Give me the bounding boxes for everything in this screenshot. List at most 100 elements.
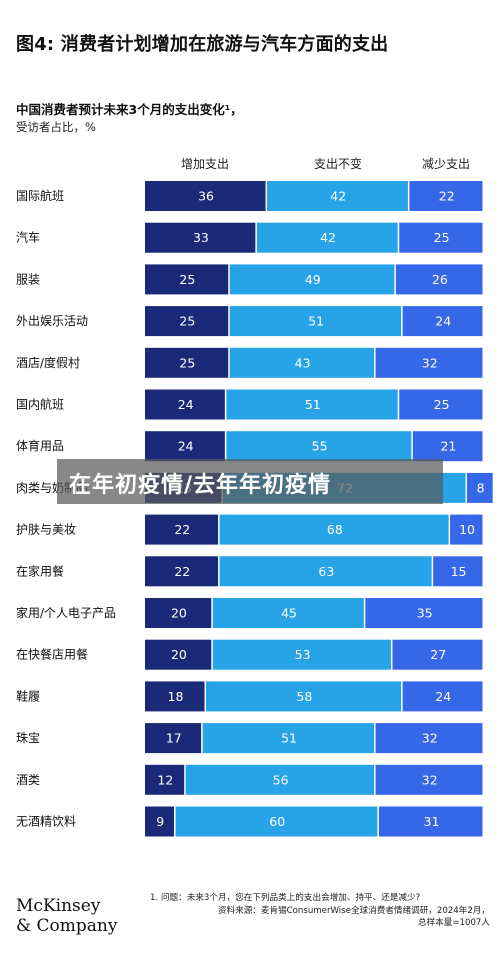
- data-label-increase: 20: [171, 606, 187, 621]
- bar-increase: [145, 181, 266, 211]
- data-label-unchanged: 51: [308, 314, 324, 329]
- chart-subtitle: 中国消费者预计未来3个月的支出变化¹，: [16, 102, 243, 117]
- footnote-question: 1. 问题：未来3个月，您在下列品类上的支出会增加、持平、还是减少?: [150, 893, 421, 903]
- bar-decrease: [399, 389, 483, 420]
- data-label-decrease: 31: [424, 814, 440, 829]
- data-label-decrease: 24: [435, 314, 451, 329]
- bar-unchanged: [212, 598, 364, 628]
- bar-increase: [145, 723, 202, 754]
- bar-increase: [145, 389, 225, 420]
- bar-unchanged: [229, 264, 395, 295]
- logo-line-1: McKinsey: [16, 896, 101, 916]
- data-label-unchanged: 56: [273, 772, 289, 787]
- bar-decrease: [402, 681, 483, 712]
- overlay-text: 在年初疫情/去年年初疫情: [69, 473, 332, 498]
- data-label-increase: 22: [174, 522, 190, 537]
- data-label-decrease: 10: [459, 522, 475, 537]
- legend-unchanged: 支出不变: [313, 157, 363, 171]
- data-label-unchanged: 63: [318, 564, 334, 579]
- data-label-decrease: 21: [440, 439, 456, 454]
- bar-decrease: [433, 556, 483, 587]
- data-label-increase: 9: [156, 814, 164, 829]
- category-label: 护肤与美妆: [16, 522, 76, 537]
- legend-increase: 增加支出: [180, 157, 230, 171]
- bar-decrease: [375, 723, 483, 754]
- bar-decrease: [467, 472, 493, 503]
- bar-unchanged: [226, 431, 412, 462]
- data-label-increase: 22: [174, 564, 190, 579]
- data-label-increase: 24: [178, 439, 194, 454]
- data-label-decrease: 24: [435, 689, 451, 704]
- bar-unchanged: [212, 639, 391, 670]
- bar-increase: [145, 556, 219, 587]
- data-label-increase: 25: [179, 314, 195, 329]
- data-label-unchanged: 43: [295, 355, 311, 370]
- bar-decrease: [375, 347, 483, 378]
- data-label-increase: 36: [198, 189, 214, 204]
- bar-decrease: [375, 764, 483, 795]
- bar-unchanged: [229, 306, 402, 337]
- bar-decrease: [412, 431, 483, 462]
- data-label-decrease: 22: [439, 189, 455, 204]
- data-label-unchanged: 60: [269, 814, 285, 829]
- category-label: 鞋履: [16, 688, 40, 703]
- bar-increase: [145, 639, 212, 670]
- bar-unchanged: [219, 514, 449, 545]
- mckinsey-logo: McKinsey & Company: [16, 896, 117, 936]
- bar-increase: [145, 598, 212, 628]
- category-label: 在家用餐: [16, 563, 64, 578]
- bar-unchanged: [267, 181, 408, 211]
- legend-decrease: 减少支出: [421, 157, 471, 171]
- bar-decrease: [395, 264, 483, 295]
- footnote-sample: 总样本量=1007人: [417, 918, 490, 928]
- data-label-decrease: 27: [430, 647, 446, 662]
- bar-decrease: [409, 181, 483, 211]
- bar-decrease: [399, 222, 483, 253]
- data-label-unchanged: 42: [320, 230, 336, 245]
- bar-increase: [145, 806, 175, 837]
- data-label-decrease: 25: [434, 230, 450, 245]
- data-label-increase: 12: [157, 772, 173, 787]
- chart-unit: 受访者占比，%: [16, 120, 96, 134]
- data-label-unchanged: 49: [305, 272, 321, 287]
- data-label-decrease: 26: [432, 272, 448, 287]
- bar-unchanged: [256, 222, 398, 253]
- data-label-increase: 20: [171, 647, 187, 662]
- bar-increase: [145, 306, 229, 337]
- data-label-unchanged: 55: [312, 439, 328, 454]
- footnote: 1. 问题：未来3个月，您在下列品类上的支出会增加、持平、还是减少? 资料来源：…: [150, 892, 490, 930]
- data-label-increase: 17: [166, 731, 182, 746]
- data-label-unchanged: 51: [281, 731, 297, 746]
- bar-increase: [145, 431, 225, 462]
- logo-line-2: & Company: [16, 916, 118, 936]
- data-label-unchanged: 51: [305, 397, 321, 412]
- data-label-decrease: 32: [422, 355, 438, 370]
- page-title: 图4: 消费者计划增加在旅游与汽车方面的支出: [16, 34, 389, 55]
- data-label-decrease: 32: [422, 772, 438, 787]
- category-label: 珠宝: [16, 731, 40, 745]
- data-label-decrease: 15: [451, 564, 467, 579]
- data-label-increase: 25: [179, 272, 195, 287]
- data-label-unchanged: 45: [281, 606, 297, 621]
- category-label: 无酒精饮料: [16, 815, 76, 829]
- bar-decrease: [392, 639, 483, 670]
- bar-unchanged: [185, 764, 375, 795]
- category-label: 酒类: [16, 773, 40, 787]
- bar-increase: [145, 222, 256, 253]
- bar-increase: [145, 264, 229, 295]
- data-label-decrease: 35: [417, 606, 433, 621]
- bar-decrease: [365, 598, 483, 628]
- data-label-decrease: 32: [422, 731, 438, 746]
- category-label: 汽车: [16, 230, 40, 245]
- data-label-increase: 33: [193, 230, 209, 245]
- category-label: 体育用品: [16, 438, 64, 453]
- footnote-source: 资料来源：麦肯锡ConsumerWise全球消费者情绪调研，2024年2月，: [217, 905, 490, 916]
- overlay-banner: 在年初疫情/去年年初疫情: [57, 459, 443, 504]
- bar-increase: [145, 514, 219, 545]
- data-label-increase: 25: [179, 355, 195, 370]
- data-label-increase: 18: [168, 689, 184, 704]
- bar-unchanged: [175, 806, 378, 837]
- data-label-unchanged: 58: [296, 689, 312, 704]
- bar-decrease: [450, 514, 483, 545]
- bar-increase: [145, 347, 229, 378]
